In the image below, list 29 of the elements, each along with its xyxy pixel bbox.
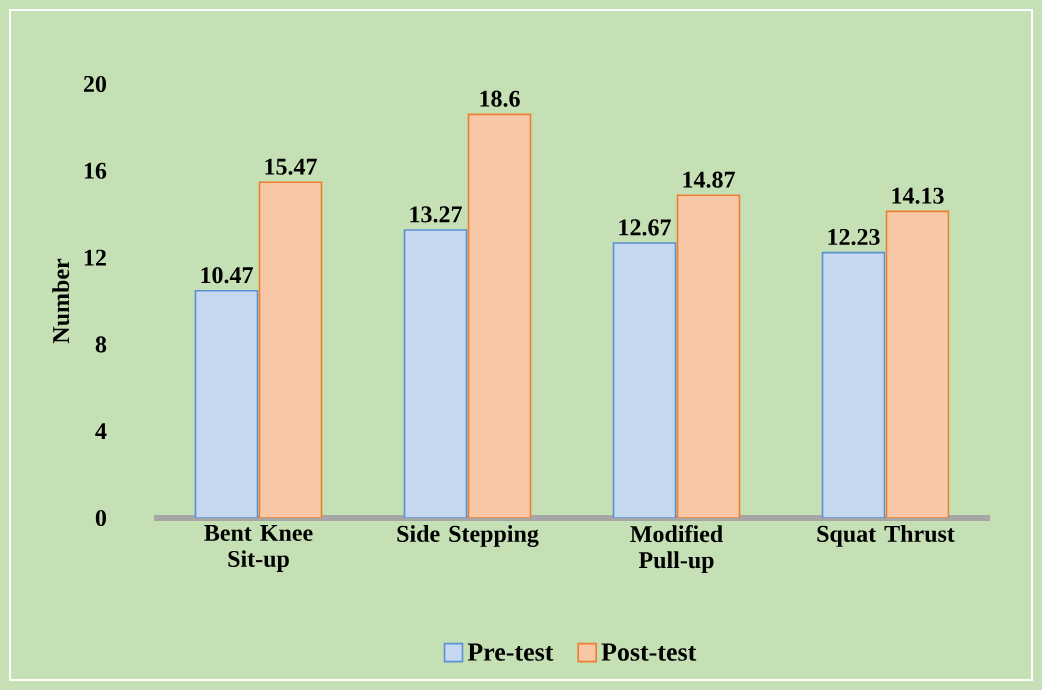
x-tick-label: Side Stepping [397,525,539,548]
data-label: 13.27 [410,206,462,223]
y-tick-label: 4 [95,423,107,440]
bar [612,242,677,518]
y-tick-label: 0 [95,509,107,527]
data-label: 12.23 [828,228,880,246]
bar [258,181,323,518]
legend-label: Post-test [601,643,697,661]
y-axis-title: Number [52,258,70,344]
bar [676,194,741,518]
bar [885,210,950,518]
data-label: 12.67 [619,219,671,236]
y-tick-label: 20 [83,75,107,93]
data-label: 10.47 [201,267,253,284]
y-tick-label: 8 [95,336,107,353]
x-tick-label: Bent Knee Sit-up [204,525,313,572]
x-tick-label: Squat Thrust [817,525,955,547]
x-tick-label: Modified Pull-up [630,525,723,574]
data-label: 14.87 [683,171,735,188]
bar [467,113,532,518]
data-label: 18.6 [480,90,520,107]
bar [821,251,886,518]
bar [194,290,259,518]
legend-label: Pre-test [467,643,554,661]
bar [403,229,468,518]
y-tick-label: 12 [84,249,106,266]
y-tick-label: 16 [84,162,107,179]
data-label: 14.13 [892,187,944,204]
data-label: 15.47 [265,158,317,175]
